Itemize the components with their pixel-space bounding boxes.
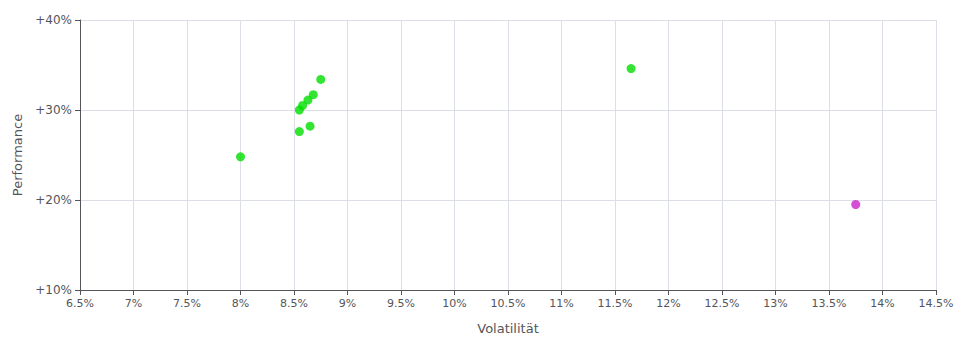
svg-text:13%: 13%	[763, 297, 787, 310]
svg-text:7.5%: 7.5%	[173, 297, 201, 310]
svg-text:+20%: +20%	[35, 193, 72, 207]
svg-text:11%: 11%	[549, 297, 573, 310]
svg-text:+10%: +10%	[35, 283, 72, 297]
svg-text:6.5%: 6.5%	[66, 297, 94, 310]
svg-text:+40%: +40%	[35, 13, 72, 27]
svg-text:Performance: Performance	[10, 114, 25, 196]
svg-text:+30%: +30%	[35, 103, 72, 117]
svg-text:14.5%: 14.5%	[919, 297, 954, 310]
svg-text:9%: 9%	[339, 297, 356, 310]
svg-text:9.5%: 9.5%	[387, 297, 415, 310]
svg-text:Volatilität: Volatilität	[477, 321, 539, 336]
svg-text:10%: 10%	[442, 297, 466, 310]
svg-text:13.5%: 13.5%	[812, 297, 847, 310]
svg-text:8.5%: 8.5%	[280, 297, 308, 310]
svg-text:10.5%: 10.5%	[491, 297, 526, 310]
svg-text:7%: 7%	[125, 297, 142, 310]
svg-text:12%: 12%	[656, 297, 680, 310]
svg-text:11.5%: 11.5%	[598, 297, 633, 310]
svg-text:8%: 8%	[232, 297, 249, 310]
svg-text:14%: 14%	[870, 297, 894, 310]
svg-text:12.5%: 12.5%	[705, 297, 740, 310]
